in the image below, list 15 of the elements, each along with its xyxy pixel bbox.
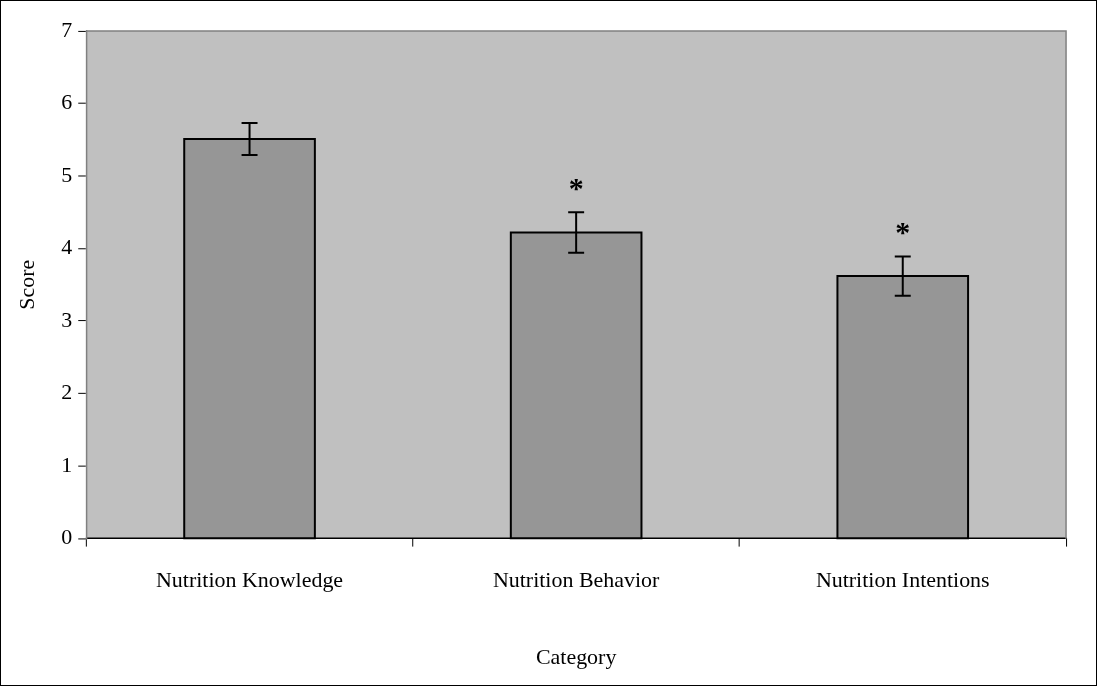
y-tick-label: 1: [61, 451, 73, 477]
y-axis-title: Score: [13, 259, 39, 310]
x-axis-title: Category: [535, 643, 617, 669]
y-tick-label: 5: [61, 161, 73, 187]
y-tick-label: 3: [61, 306, 73, 332]
annotation: *: [895, 215, 911, 249]
x-tick-label: Nutrition Intentions: [815, 567, 990, 593]
x-tick-label: Nutrition Behavior: [492, 567, 661, 593]
annotation: *: [568, 171, 584, 205]
y-tick-label: 2: [61, 379, 73, 405]
x-tick-label: Nutrition Knowledge: [155, 567, 344, 593]
y-tick-label: 4: [61, 234, 73, 260]
y-tick-label: 6: [61, 89, 73, 115]
y-tick-label: 0: [61, 524, 73, 550]
y-tick-label: 7: [61, 16, 73, 42]
